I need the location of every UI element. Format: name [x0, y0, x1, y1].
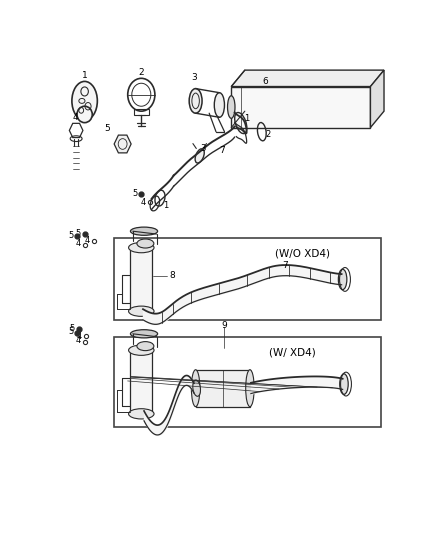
Bar	[134, 109, 149, 115]
Text: 8: 8	[169, 271, 175, 280]
Ellipse shape	[339, 269, 347, 290]
Polygon shape	[231, 70, 384, 86]
Text: 5: 5	[105, 124, 110, 133]
Ellipse shape	[129, 306, 154, 317]
Text: 5: 5	[75, 229, 81, 238]
Text: 3: 3	[201, 143, 206, 152]
Ellipse shape	[131, 330, 158, 338]
Text: 4: 4	[85, 236, 90, 245]
Ellipse shape	[77, 106, 92, 123]
Text: 2: 2	[138, 68, 144, 77]
Ellipse shape	[129, 345, 154, 356]
Text: 1: 1	[82, 70, 88, 79]
Polygon shape	[371, 70, 384, 127]
Text: 1: 1	[244, 114, 249, 123]
Text: 4: 4	[72, 113, 78, 122]
Ellipse shape	[72, 82, 97, 120]
Text: 7: 7	[219, 146, 225, 155]
Text: 5: 5	[68, 231, 73, 240]
Bar	[196, 370, 250, 407]
Ellipse shape	[129, 409, 154, 419]
Ellipse shape	[189, 88, 202, 113]
Ellipse shape	[246, 370, 254, 407]
Text: 3: 3	[191, 72, 197, 82]
Text: 4: 4	[141, 198, 146, 207]
Ellipse shape	[193, 380, 201, 397]
Bar	[114, 337, 381, 427]
Text: 9: 9	[222, 321, 227, 330]
Text: 4: 4	[75, 239, 81, 248]
Ellipse shape	[131, 227, 158, 235]
Text: 7: 7	[283, 261, 289, 270]
Ellipse shape	[129, 243, 154, 253]
Text: 6: 6	[262, 77, 268, 86]
Ellipse shape	[137, 239, 154, 248]
Text: (W/ XD4): (W/ XD4)	[269, 347, 316, 357]
Text: 2: 2	[265, 130, 271, 139]
Bar	[130, 248, 152, 311]
Text: 4: 4	[75, 336, 81, 345]
Bar	[114, 238, 381, 320]
Text: 1: 1	[163, 201, 169, 210]
Text: (W/O XD4): (W/O XD4)	[275, 248, 330, 259]
Bar	[130, 350, 152, 414]
Text: 5: 5	[70, 324, 75, 333]
Ellipse shape	[227, 96, 235, 118]
Text: 5: 5	[133, 189, 138, 198]
Ellipse shape	[340, 374, 348, 394]
Polygon shape	[231, 86, 371, 127]
Text: 5: 5	[68, 327, 73, 336]
Ellipse shape	[137, 342, 154, 351]
Text: 4: 4	[77, 332, 82, 341]
Ellipse shape	[214, 93, 224, 117]
Ellipse shape	[191, 370, 200, 407]
Ellipse shape	[195, 149, 204, 163]
